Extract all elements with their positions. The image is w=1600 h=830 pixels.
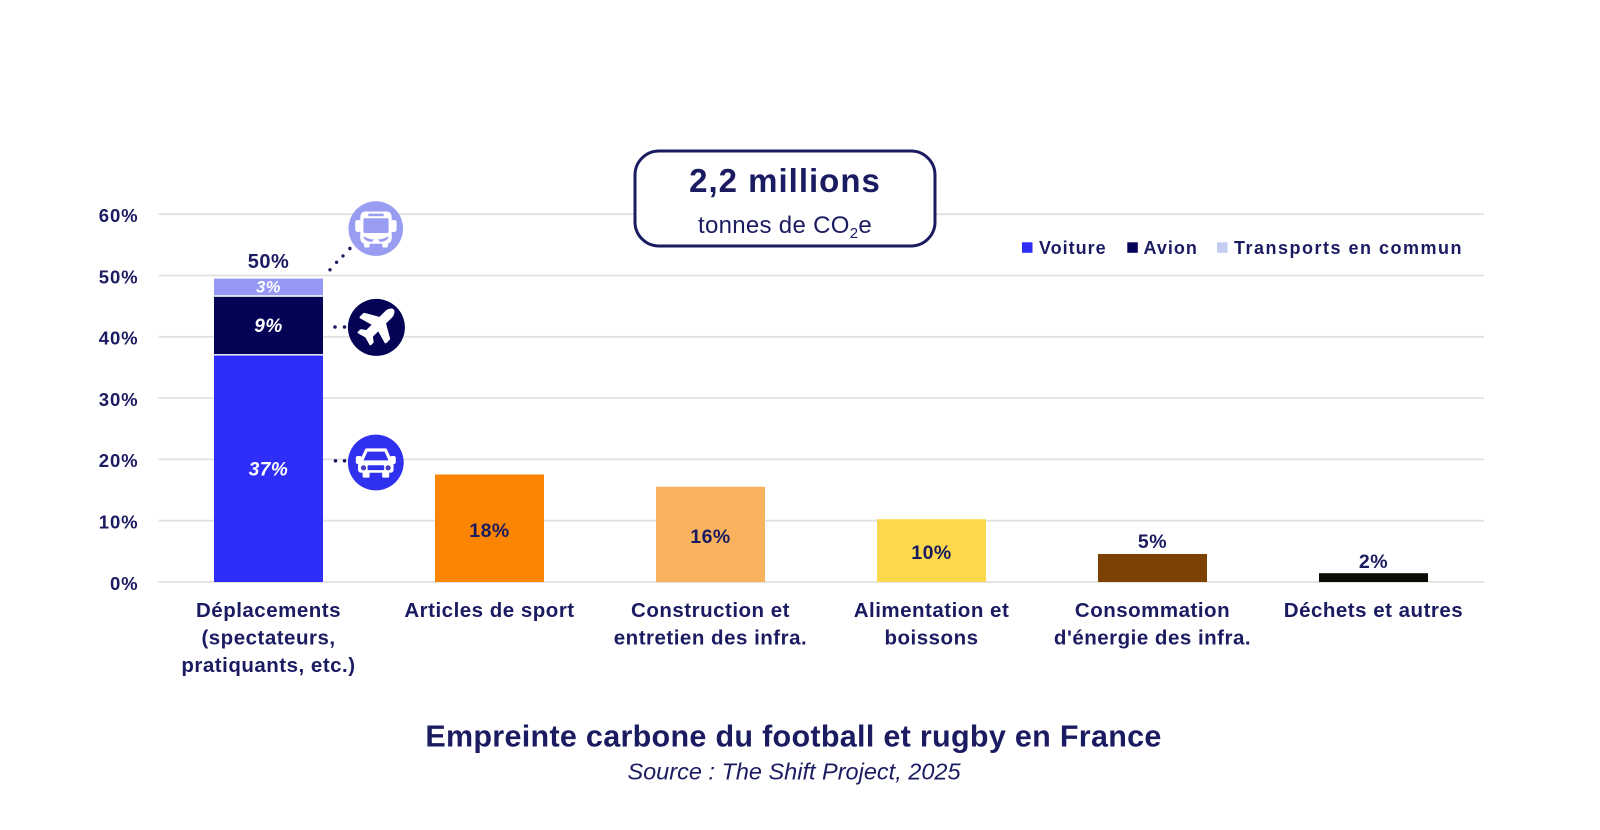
svg-text:18%: 18% [469, 520, 510, 542]
svg-text:Avion: Avion [1144, 238, 1198, 258]
svg-text:Articles de sport: Articles de sport [404, 599, 574, 622]
svg-text:Construction et: Construction et [631, 599, 790, 622]
svg-text:5%: 5% [1138, 531, 1167, 553]
svg-text:(spectateurs,: (spectateurs, [201, 627, 335, 650]
svg-text:50%: 50% [99, 266, 139, 287]
svg-text:2,2 millions: 2,2 millions [689, 162, 881, 199]
svg-text:Voiture: Voiture [1039, 238, 1107, 258]
svg-text:Transports en commun: Transports en commun [1234, 238, 1463, 258]
svg-text:40%: 40% [99, 328, 139, 349]
svg-text:Consommation: Consommation [1075, 599, 1230, 622]
svg-text:Déchets et autres: Déchets et autres [1284, 599, 1463, 622]
svg-text:Déplacements: Déplacements [196, 599, 341, 622]
svg-text:9%: 9% [254, 316, 282, 337]
svg-text:30%: 30% [99, 389, 139, 410]
svg-text:16%: 16% [690, 526, 731, 548]
svg-text:tonnes de CO2e: tonnes de CO2e [698, 212, 872, 242]
svg-text:37%: 37% [249, 460, 289, 481]
svg-text:Source : The Shift Project, 20: Source : The Shift Project, 2025 [627, 759, 961, 785]
svg-text:50%: 50% [248, 251, 290, 273]
svg-text:d'énergie des infra.: d'énergie des infra. [1054, 627, 1251, 650]
svg-text:Alimentation et: Alimentation et [854, 599, 1010, 622]
svg-text:entretien des infra.: entretien des infra. [614, 627, 807, 650]
svg-text:boissons: boissons [885, 627, 979, 650]
svg-text:2%: 2% [1359, 551, 1388, 573]
svg-text:10%: 10% [911, 542, 952, 564]
svg-text:pratiquants, etc.): pratiquants, etc.) [181, 654, 355, 677]
svg-text:3%: 3% [256, 279, 281, 297]
svg-text:0%: 0% [110, 573, 139, 594]
svg-text:60%: 60% [99, 205, 139, 226]
svg-text:Empreinte carbone du football: Empreinte carbone du football et rugby e… [425, 720, 1161, 754]
svg-text:20%: 20% [99, 450, 139, 471]
svg-text:10%: 10% [99, 512, 139, 533]
